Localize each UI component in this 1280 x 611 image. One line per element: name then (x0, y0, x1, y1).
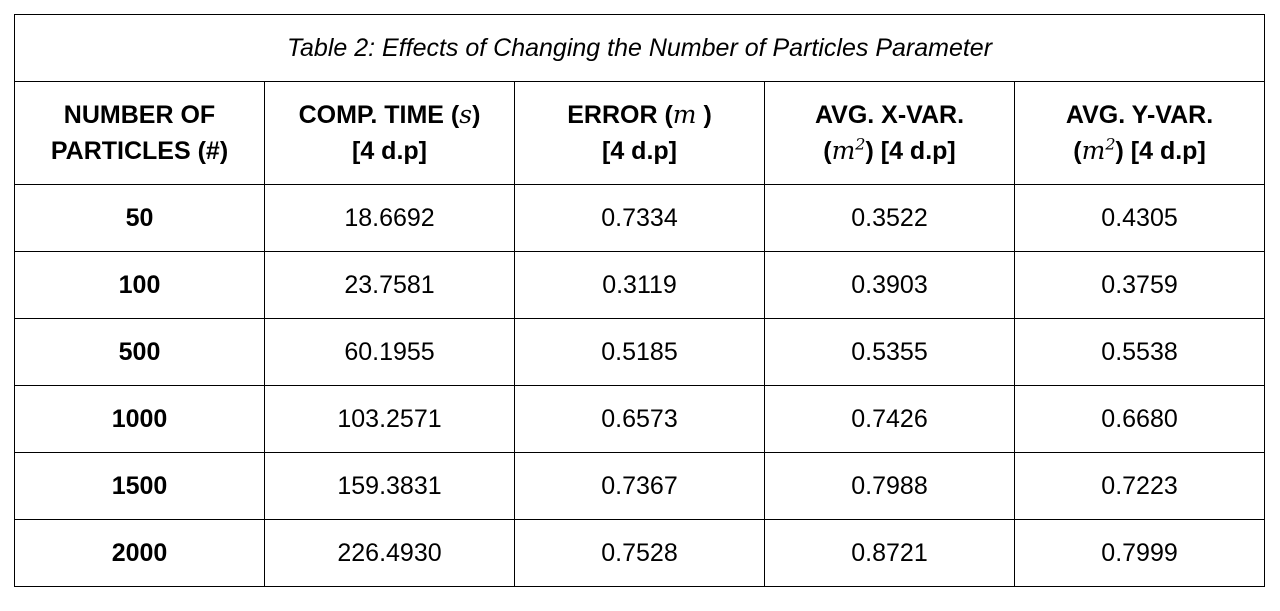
header-line: [4 d.p] (352, 137, 427, 165)
header-line: (m2) [4 d.p] (765, 133, 1014, 169)
header-line: COMP. TIME (s) (265, 97, 514, 133)
header-line: ERROR (m ) (515, 97, 764, 133)
cell-error: 0.7334 (514, 184, 765, 252)
cell-particles: 100 (14, 251, 265, 319)
header-text: ) (696, 101, 712, 129)
header-line: PARTICLES (#) (50, 137, 229, 165)
cell-avg-y-var: 0.5538 (1013, 318, 1266, 386)
header-line: NUMBER OF (63, 101, 216, 129)
header-comp-time: COMP. TIME (s) [4 d.p] (264, 81, 515, 185)
header-line: (m2) [4 d.p] (1015, 133, 1264, 169)
cell-avg-x-var: 0.3903 (764, 251, 1015, 319)
header-text: ) [4 d.p] (865, 137, 956, 165)
cell-comp-time: 23.7581 (264, 251, 515, 319)
header-text: ( (823, 137, 832, 165)
results-table: Table 2: Effects of Changing the Number … (13, 14, 1266, 587)
cell-error: 0.5185 (514, 318, 765, 386)
header-text: ) (472, 101, 481, 129)
header-text: ERROR ( (567, 101, 673, 129)
cell-avg-y-var: 0.3759 (1013, 251, 1266, 319)
unit-exponent: 2 (855, 134, 866, 154)
cell-particles: 50 (14, 184, 265, 252)
cell-comp-time: 103.2571 (264, 385, 515, 453)
header-line: [4 d.p] (602, 137, 677, 165)
cell-avg-x-var: 0.8721 (764, 519, 1015, 587)
results-table-container: Table 2: Effects of Changing the Number … (13, 14, 1266, 587)
header-error: ERROR (m ) [4 d.p] (514, 81, 765, 185)
cell-avg-y-var: 0.7223 (1013, 452, 1266, 520)
header-text: ( (1073, 137, 1082, 165)
cell-avg-x-var: 0.5355 (764, 318, 1015, 386)
header-number-of-particles: NUMBER OF PARTICLES (#) (14, 81, 265, 185)
cell-avg-x-var: 0.7988 (764, 452, 1015, 520)
cell-comp-time: 159.3831 (264, 452, 515, 520)
header-avg-y-var: AVG. Y-VAR. (m2) [4 d.p] (1013, 81, 1266, 185)
cell-comp-time: 60.1955 (264, 318, 515, 386)
table-row: 1500 159.3831 0.7367 0.7988 0.7223 (14, 452, 1266, 520)
cell-comp-time: 18.6692 (264, 184, 515, 252)
cell-avg-y-var: 0.7999 (1013, 519, 1266, 587)
table-row: 50 18.6692 0.7334 0.3522 0.4305 (14, 184, 1266, 252)
header-row: NUMBER OF PARTICLES (#) COMP. TIME (s) [… (14, 81, 1266, 185)
cell-particles: 2000 (14, 519, 265, 587)
cell-particles: 500 (14, 318, 265, 386)
cell-error: 0.3119 (514, 251, 765, 319)
cell-avg-x-var: 0.7426 (764, 385, 1015, 453)
table-row: 100 23.7581 0.3119 0.3903 0.3759 (14, 251, 1266, 319)
cell-error: 0.7528 (514, 519, 765, 587)
cell-comp-time: 226.4930 (264, 519, 515, 587)
unit-symbol: m (1081, 136, 1106, 165)
table-caption: Table 2: Effects of Changing the Number … (13, 14, 1266, 82)
cell-particles: 1000 (14, 385, 265, 453)
cell-error: 0.6573 (514, 385, 765, 453)
unit-symbol: m (672, 100, 697, 129)
table-row: 500 60.1955 0.5185 0.5355 0.5538 (14, 318, 1266, 386)
cell-error: 0.7367 (514, 452, 765, 520)
unit-exponent: 2 (1105, 134, 1116, 154)
header-avg-x-var: AVG. X-VAR. (m2) [4 d.p] (764, 81, 1015, 185)
header-text: ) [4 d.p] (1115, 137, 1206, 165)
cell-avg-x-var: 0.3522 (764, 184, 1015, 252)
cell-avg-y-var: 0.4305 (1013, 184, 1266, 252)
table-row: 1000 103.2571 0.6573 0.7426 0.6680 (14, 385, 1266, 453)
header-line: AVG. X-VAR. (814, 101, 965, 129)
cell-avg-y-var: 0.6680 (1013, 385, 1266, 453)
unit-symbol: s (459, 100, 473, 129)
header-text: COMP. TIME ( (298, 101, 460, 129)
header-line: AVG. Y-VAR. (1065, 101, 1214, 129)
unit-symbol: m (831, 136, 856, 165)
cell-particles: 1500 (14, 452, 265, 520)
table-row: 2000 226.4930 0.7528 0.8721 0.7999 (14, 519, 1266, 587)
